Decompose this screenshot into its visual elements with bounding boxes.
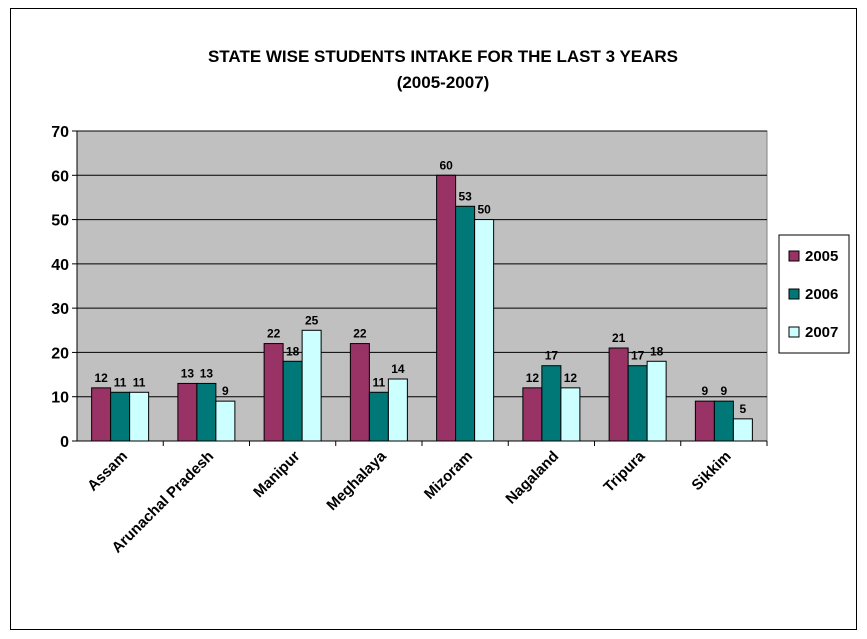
data-label: 18 [286,344,300,358]
bar [215,400,236,442]
y-tick-label: 10 [51,390,69,407]
bar [455,205,476,442]
y-tick-label: 60 [51,168,69,185]
data-label: 11 [114,375,127,389]
data-labels: 12 11 11 13 13 9 22 18 25 22 11 14 60 53 50 12 17 12 21 17 1… [94,158,746,416]
x-tick-label: Nagaland [502,448,562,508]
data-label: 25 [305,313,319,327]
bar [110,391,131,442]
y-axis: 0 10 20 30 40 50 60 70 [51,124,78,451]
data-label: 12 [94,371,108,385]
bar [732,418,753,442]
legend-label: 2007 [805,324,838,341]
bar [646,360,667,442]
y-tick-label: 20 [51,345,69,362]
legend-swatch [788,326,800,338]
x-tick-label: Mizoram [421,448,476,503]
bar [627,365,648,442]
data-label: 22 [267,327,281,341]
legend-label: 2005 [805,248,838,265]
x-tick-label: Assam [84,448,131,495]
data-label: 12 [564,371,578,385]
bar [694,400,715,442]
legend-swatch [788,250,800,262]
chart-title: STATE WISE STUDENTS INTAKE FOR THE LAST … [208,47,678,66]
x-tick-label: Meghalaya [323,447,390,514]
bar [177,382,198,442]
data-label: 18 [650,344,664,358]
x-tick-label: Manipur [250,448,303,501]
bar [608,347,629,442]
legend-swatch [788,288,800,300]
bar [282,360,303,442]
x-tick-label: Tripura [600,447,648,495]
y-tick-label: 40 [51,257,69,274]
bar [541,365,562,442]
y-tick-label: 0 [60,434,69,451]
y-tick-label: 70 [51,124,69,141]
data-label: 50 [477,203,491,217]
data-label: 5 [740,402,747,416]
bar [436,174,457,442]
bar [129,391,150,442]
data-label: 21 [612,331,626,345]
y-tick-label: 30 [51,301,69,318]
bar [522,387,543,442]
data-label: 12 [526,371,540,385]
bar [474,219,495,442]
data-label: 17 [631,349,645,363]
bar [301,329,322,442]
bars [91,174,753,442]
data-label: 22 [353,327,367,341]
data-label: 13 [200,366,214,380]
data-label: 11 [133,375,146,389]
data-label: 53 [458,189,472,203]
bar [91,387,112,442]
chart-subtitle: (2005-2007) [397,73,490,92]
legend: 2005 2006 2007 [778,234,850,354]
data-label: 9 [721,384,728,398]
legend-label: 2006 [805,286,838,303]
bar [349,343,370,442]
data-label: 14 [391,362,405,376]
data-label: 9 [702,384,709,398]
bar [368,391,389,442]
data-label: 13 [181,366,195,380]
chart-frame: STATE WISE STUDENTS INTAKE FOR THE LAST … [10,8,857,630]
data-label: 60 [439,158,453,172]
bar-chart: STATE WISE STUDENTS INTAKE FOR THE LAST … [51,47,850,557]
bar [196,382,217,442]
bar [263,343,284,442]
y-tick-label: 50 [51,213,69,230]
bar [560,387,581,442]
data-label: 9 [222,384,229,398]
data-label: 17 [545,349,559,363]
x-tick-label: Sikkim [688,448,734,494]
bar [713,400,734,442]
bar [387,378,408,442]
data-label: 11 [373,375,386,389]
